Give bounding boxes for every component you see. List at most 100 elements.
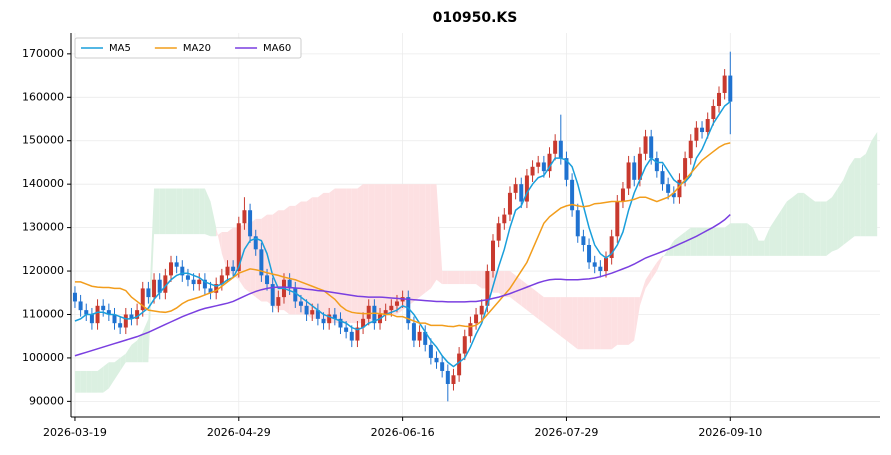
- candle-body: [615, 201, 620, 237]
- candle-body: [225, 266, 230, 276]
- candle-body: [620, 188, 625, 202]
- cloud-segment: [848, 158, 855, 241]
- cloud-segment: [204, 188, 211, 237]
- candle-body: [265, 275, 270, 285]
- cloud-segment: [769, 218, 776, 256]
- cloud-segment: [639, 279, 646, 306]
- candle-body: [89, 314, 94, 324]
- cloud-segment: [532, 288, 539, 319]
- candle-body: [598, 266, 603, 272]
- cloud-segment: [679, 231, 686, 256]
- cloud-segment: [735, 223, 742, 256]
- cloud-segment: [690, 227, 697, 256]
- cloud-segment: [521, 279, 527, 311]
- cloud-segment: [781, 201, 787, 256]
- candle-body: [479, 305, 484, 315]
- candle-body: [474, 314, 479, 324]
- cloud-segment: [685, 227, 691, 256]
- cloud-segment: [786, 197, 793, 256]
- cloud-segment: [724, 223, 731, 256]
- cloud-segment: [396, 184, 403, 315]
- ma-line: [74, 142, 731, 328]
- cloud-segment: [634, 297, 640, 341]
- candle-body: [722, 75, 727, 93]
- cloud-segment: [385, 184, 392, 315]
- cloud-segment: [154, 188, 160, 235]
- candle-body: [208, 288, 213, 293]
- cloud-segment: [572, 297, 578, 350]
- candle-body: [468, 323, 473, 337]
- cloud-segment: [792, 192, 799, 256]
- cloud-segment: [413, 184, 420, 302]
- cloud-segment: [617, 297, 623, 345]
- candle-body: [146, 288, 151, 298]
- y-tick-label: 130000: [22, 221, 64, 234]
- candle-body: [417, 331, 422, 341]
- candle-body: [72, 292, 77, 302]
- cloud-segment: [176, 188, 183, 235]
- candle-body: [700, 127, 705, 133]
- candle-body: [332, 314, 337, 319]
- cloud-segment: [583, 297, 590, 350]
- cloud-segment: [837, 179, 844, 250]
- legend: MA5 MA20 MA60: [74, 37, 302, 59]
- candle-body: [315, 310, 320, 319]
- candle-body: [78, 301, 83, 311]
- candle-body: [197, 279, 202, 285]
- cloud-segment: [538, 292, 544, 324]
- cloud-segment: [182, 188, 188, 235]
- cloud-segment: [696, 227, 703, 256]
- candle-body: [666, 184, 671, 193]
- cloud-segment: [108, 362, 115, 389]
- candle-body: [327, 314, 332, 324]
- cloud-segment: [645, 271, 652, 289]
- candle-body: [338, 318, 343, 328]
- cloud-segment: [459, 271, 465, 285]
- cloud-segment: [283, 205, 290, 315]
- cloud-segment: [380, 184, 386, 319]
- candle-body: [191, 279, 196, 285]
- candle-body: [140, 288, 145, 311]
- cloud-segment: [854, 158, 861, 237]
- cloud-segment: [747, 223, 753, 256]
- candle-body: [219, 275, 224, 285]
- cloud-segment: [566, 297, 573, 345]
- y-tick-label: 110000: [22, 307, 64, 320]
- cloud-segment: [707, 227, 714, 256]
- candle-body: [344, 327, 349, 332]
- cloud-segment: [718, 227, 725, 256]
- y-tick-label: 100000: [22, 351, 64, 364]
- candle-body: [632, 162, 637, 180]
- cloud-segment: [80, 370, 87, 393]
- cloud-segment: [244, 223, 251, 293]
- cloud-segment: [317, 192, 324, 319]
- candle-body: [677, 179, 682, 198]
- cloud-segment: [560, 297, 567, 341]
- cloud-segment: [555, 297, 561, 337]
- candle-body: [231, 266, 236, 272]
- cloud-segment: [611, 297, 618, 350]
- candle-body: [253, 236, 258, 250]
- x-tick-label: 2026-09-10: [698, 426, 762, 439]
- cloud-segment: [606, 297, 612, 350]
- cloud-segment: [865, 140, 872, 237]
- cloud-segment: [843, 166, 849, 245]
- candle-body: [564, 158, 569, 180]
- cloud-segment: [436, 184, 443, 285]
- cloud-segment: [340, 188, 347, 324]
- cloud-segment: [594, 297, 601, 350]
- cloud-segment: [300, 201, 307, 315]
- cloud-segment: [221, 231, 228, 272]
- cloud-segment: [464, 271, 471, 285]
- cloud-segment: [430, 184, 437, 289]
- cloud-segment: [97, 366, 104, 393]
- candle-body: [553, 140, 558, 154]
- cloud-segment: [476, 271, 482, 289]
- cloud-segment: [453, 271, 460, 285]
- candle-body: [496, 223, 501, 241]
- candle-body: [445, 370, 450, 384]
- legend-label: MA5: [109, 43, 131, 54]
- candle-body: [513, 184, 518, 193]
- candle-body: [372, 305, 377, 324]
